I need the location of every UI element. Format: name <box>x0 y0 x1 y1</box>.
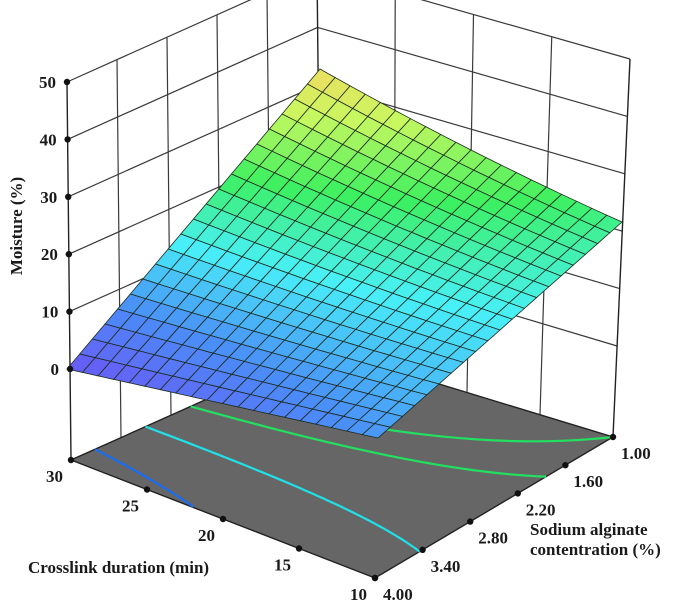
x-axis-title: Crosslink duration (min) <box>28 558 209 577</box>
z-tick-mark <box>64 136 71 143</box>
left-vertical-edge <box>66 81 72 461</box>
left-wall-gridline <box>67 26 318 140</box>
z-tick-label: 20 <box>41 245 58 264</box>
x-tick-label: 10 <box>350 585 367 603</box>
y-tick-label: 1.60 <box>573 472 603 491</box>
axis-ticks: 0 10 20 30 40 50 10 15 20 25 30 1.00 1.60 2.20 2.80 3.4… <box>39 73 651 603</box>
x-tick-mark <box>143 486 151 493</box>
x-tick-mark <box>295 545 303 552</box>
y-axis-title-line2: contentration (%) <box>530 540 661 559</box>
x-tick-label: 15 <box>274 556 291 575</box>
y-tick-label: 2.20 <box>526 500 556 519</box>
x-tick-label: 20 <box>198 526 215 545</box>
y-tick-label: 4.00 <box>383 585 413 603</box>
z-axis-title: Moisture (%) <box>7 177 26 275</box>
z-tick-mark <box>66 308 73 315</box>
left-wall-gridline <box>67 84 319 198</box>
y-tick-mark <box>419 546 426 553</box>
x-tick-mark <box>219 515 227 523</box>
contour-line-low <box>94 448 194 508</box>
y-tick-mark <box>514 490 521 497</box>
z-tick-label: 30 <box>40 188 57 207</box>
x-tick-label: 30 <box>46 467 63 486</box>
y-axis-title-line1: Sodium alginate <box>530 520 648 539</box>
y-tick-mark <box>562 462 569 469</box>
x-tick-label: 25 <box>122 497 139 516</box>
response-surface <box>66 68 623 439</box>
contour-line-high-1 <box>190 405 547 478</box>
z-tick-label: 0 <box>51 360 60 379</box>
z-tick-mark <box>63 78 71 86</box>
x-tick-mark <box>67 456 75 464</box>
surface-cell <box>361 423 392 439</box>
contour-line-mid <box>145 425 421 553</box>
y-tick-mark <box>467 518 474 525</box>
y-tick-mark <box>609 433 617 441</box>
y-tick-label: 2.80 <box>478 529 508 548</box>
right-vertical-edge <box>612 58 631 438</box>
z-tick-mark <box>65 251 73 258</box>
z-tick-mark <box>66 365 74 373</box>
z-tick-label: 10 <box>41 303 58 322</box>
left-wall-gridline <box>66 0 252 83</box>
z-tick-label: 40 <box>40 130 57 149</box>
y-tick-mark <box>371 574 379 582</box>
z-tick-label: 50 <box>39 73 56 92</box>
z-tick-mark <box>65 193 72 200</box>
y-tick-label: 3.40 <box>431 557 461 576</box>
y-tick-label: 1.00 <box>621 444 651 463</box>
